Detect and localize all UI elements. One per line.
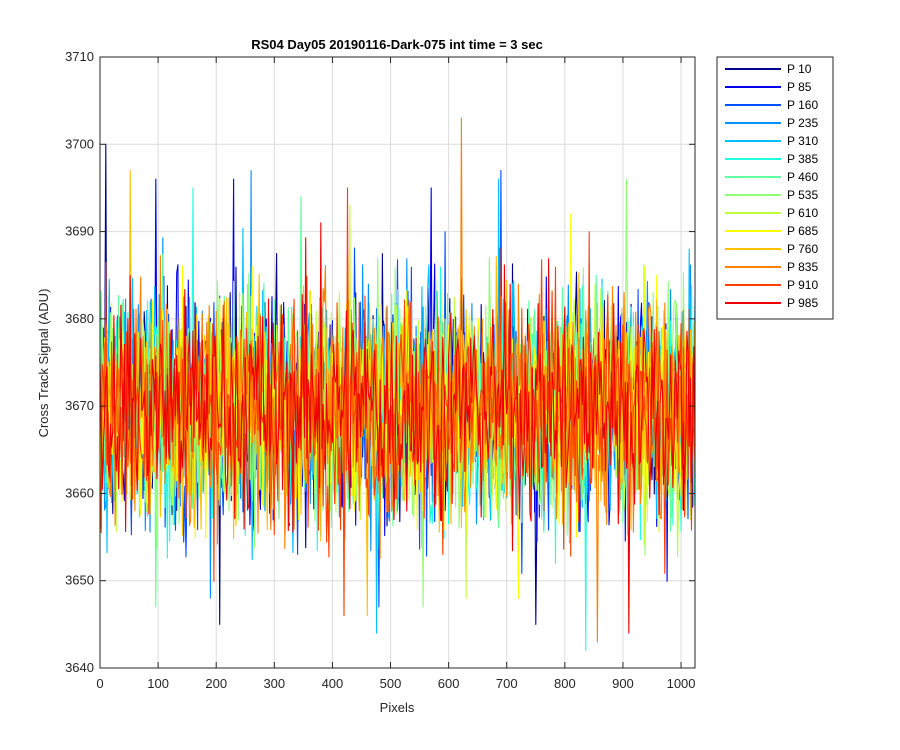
x-tick-label: 900 [612,676,634,691]
x-tick-label: 1000 [667,676,696,691]
legend-label: P 835 [787,260,818,274]
legend-label: P 535 [787,188,818,202]
y-tick-label: 3700 [65,136,94,151]
legend-label: P 385 [787,152,818,166]
x-tick-label: 500 [380,676,402,691]
x-tick-label: 0 [96,676,103,691]
legend-label: P 685 [787,224,818,238]
y-tick-label: 3660 [65,485,94,500]
legend-box [716,56,834,320]
y-tick-label: 3650 [65,573,94,588]
y-axis-label: Cross Track Signal (ADU) [36,289,51,438]
y-tick-label: 3690 [65,224,94,239]
legend-label: P 460 [787,170,818,184]
plot-area [99,117,696,652]
axes-box [99,56,696,669]
legend-label: P 310 [787,134,818,148]
legend-label: P 760 [787,242,818,256]
chart-title: RS04 Day05 20190116-Dark-075 int time = … [251,37,543,52]
x-tick-label: 100 [147,676,169,691]
y-tick-label: 3710 [65,49,94,64]
x-tick-label: 700 [496,676,518,691]
legend-label: P 85 [787,80,812,94]
legend-label: P 10 [787,62,812,76]
series-line-p-985 [99,222,696,634]
ticks: 0 100 200 300 400 500 600 700 800 900 1000 3640 3650… [65,49,695,691]
x-axis-label: Pixels [380,700,415,715]
legend-label: P 985 [787,296,818,310]
legend-label: P 610 [787,206,818,220]
y-tick-label: 3640 [65,660,94,675]
legend-label: P 910 [787,278,818,292]
x-tick-label: 400 [322,676,344,691]
y-tick-label: 3670 [65,398,94,413]
legend-label: P 235 [787,116,818,130]
x-tick-label: 600 [438,676,460,691]
x-tick-label: 800 [554,676,576,691]
x-tick-label: 300 [263,676,285,691]
legend-label: P 160 [787,98,818,112]
legend: P 10 P 85 P 160 P 235 P 310 P 385 P 460 P 535 P … [716,56,834,320]
x-tick-label: 200 [205,676,227,691]
y-tick-label: 3680 [65,311,94,326]
